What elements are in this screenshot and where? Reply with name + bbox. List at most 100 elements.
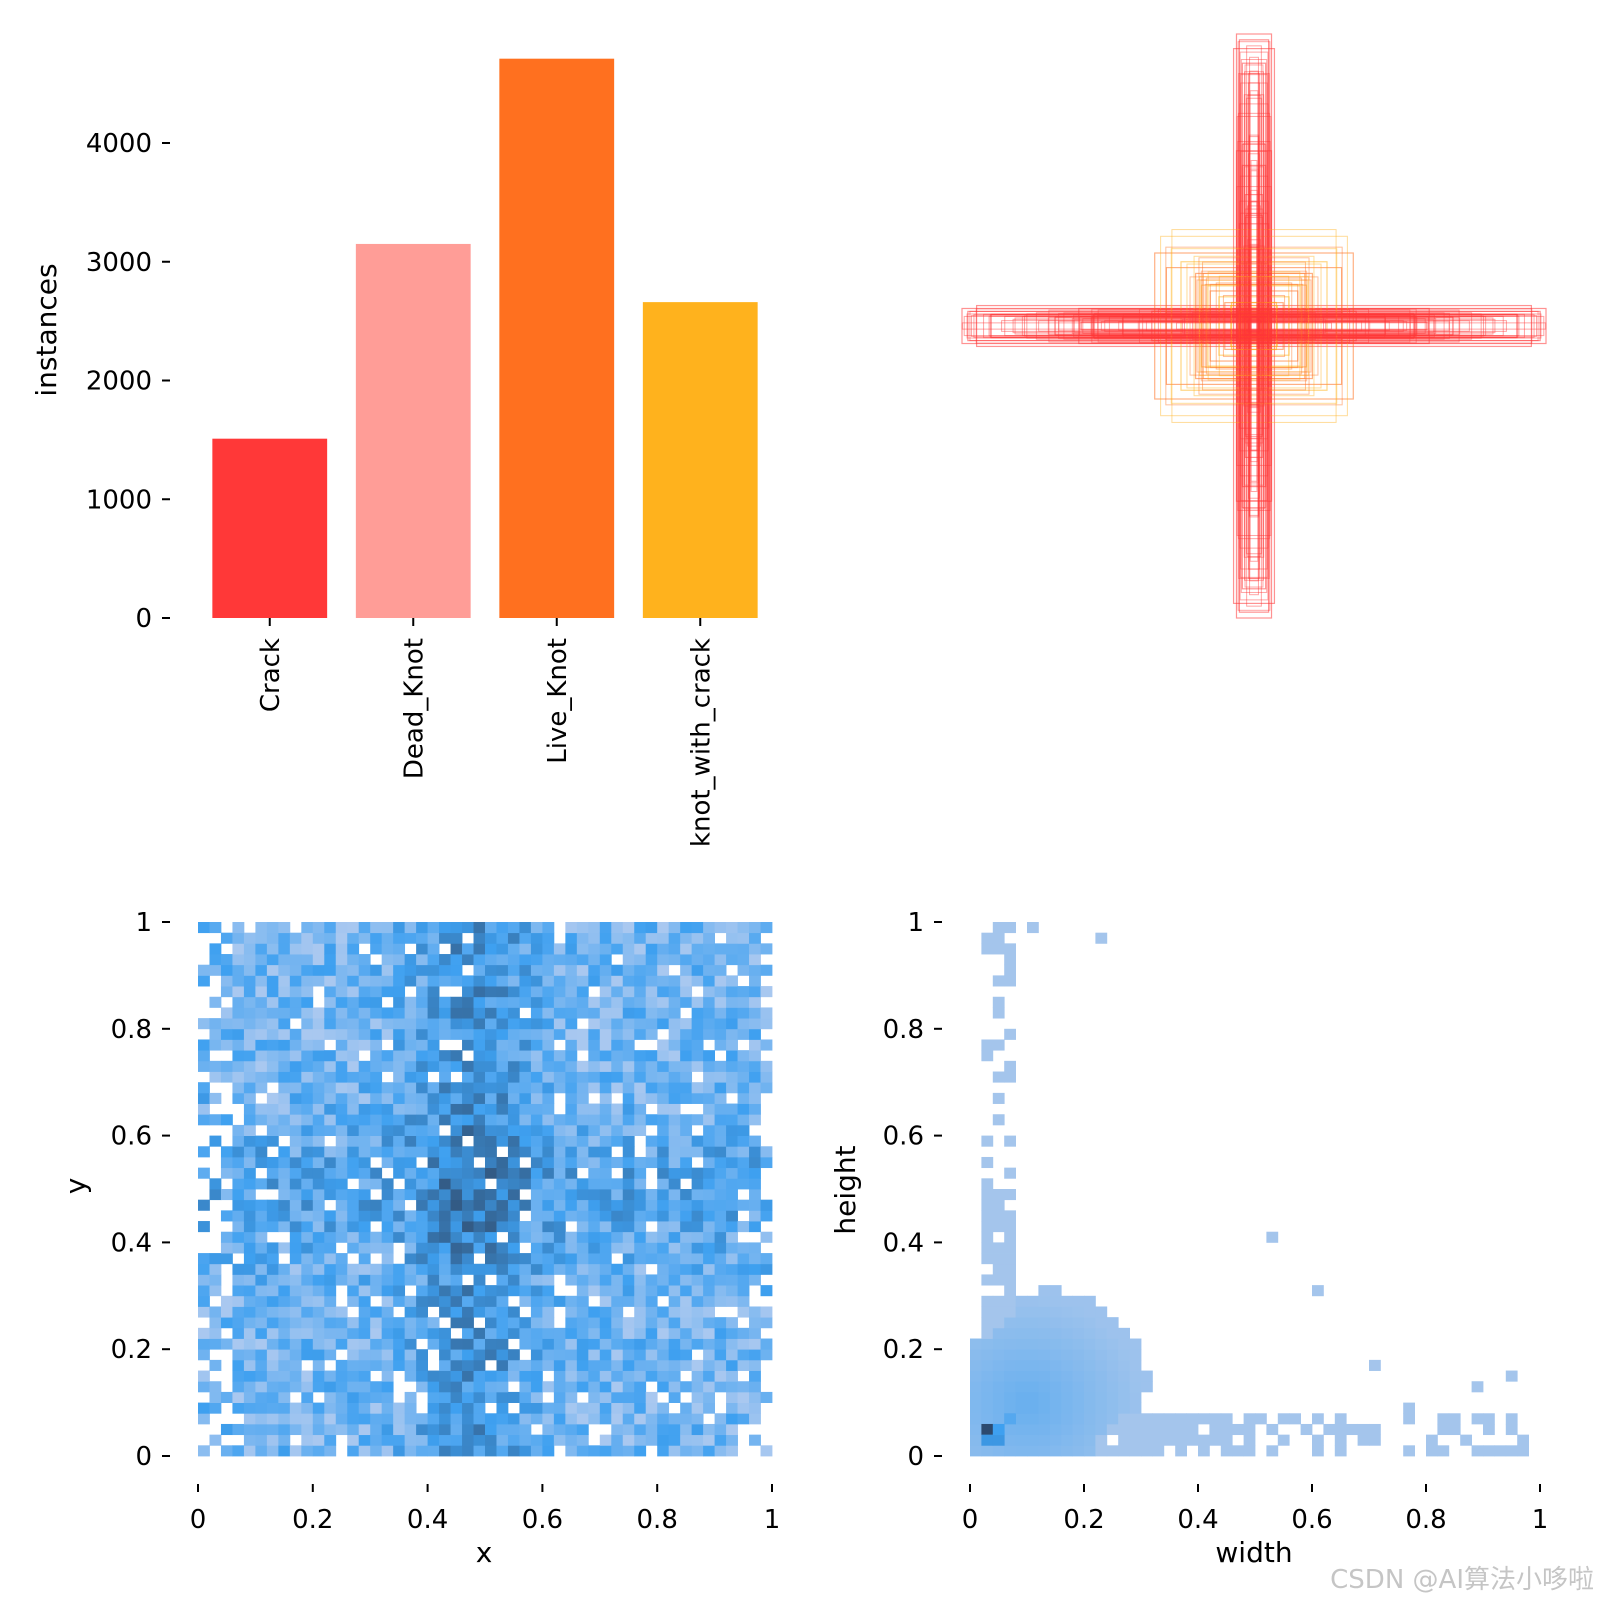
xy-cell — [312, 1327, 325, 1339]
xy-cell — [381, 964, 394, 976]
xy-cell — [611, 1124, 624, 1136]
xy-cell — [439, 1156, 451, 1169]
xy-cell — [749, 1434, 761, 1446]
xy-cell — [416, 1221, 428, 1233]
xy-cell — [576, 986, 589, 998]
overlay-box — [1091, 315, 1417, 337]
wh-cell — [1027, 1327, 1039, 1339]
xy-cell — [335, 1199, 348, 1211]
xy-cell — [312, 954, 325, 966]
xy-cell — [519, 1050, 532, 1062]
xy-cell — [703, 1263, 715, 1275]
xy-cell — [576, 1028, 589, 1040]
xy-xtick-label: 0.6 — [522, 1505, 563, 1535]
xy-cell — [680, 1402, 693, 1414]
wh-cell — [1015, 1338, 1028, 1350]
wh-cell — [1129, 1391, 1142, 1403]
xy-cell — [726, 1124, 738, 1136]
xy-cell — [737, 1349, 750, 1361]
xy-cell — [370, 996, 383, 1008]
xy-cell — [473, 1263, 486, 1275]
wh-cell — [992, 1039, 1005, 1051]
xy-cell — [622, 1071, 635, 1083]
xy-cell — [714, 1381, 727, 1393]
xy-cell — [680, 1060, 693, 1072]
wh-cell — [970, 1381, 982, 1393]
xy-cell — [507, 1210, 520, 1222]
xy-cell — [462, 1434, 474, 1446]
overlay-box — [1058, 312, 1450, 340]
xy-cell — [243, 1146, 256, 1158]
wh-cell — [1106, 1381, 1119, 1393]
xy-cell — [312, 1007, 325, 1019]
overlay-box — [1118, 320, 1390, 332]
xy-cell — [427, 1018, 440, 1030]
xy-xtick-label: 1 — [764, 1505, 781, 1535]
xy-cell — [462, 1199, 474, 1211]
xy-cell — [450, 996, 463, 1008]
xy-cell — [565, 1306, 578, 1318]
xy-cell — [519, 1135, 532, 1147]
xy-cell — [232, 1423, 245, 1436]
xy-cell — [507, 1327, 520, 1339]
xy-cell — [588, 1028, 601, 1040]
xy-cell — [576, 1146, 589, 1158]
xy-cell — [611, 932, 624, 944]
xy-cell — [404, 1178, 417, 1190]
xy-cell — [370, 1349, 383, 1361]
xy-cell — [243, 986, 256, 998]
xy-cell — [576, 1103, 589, 1115]
xy-cell — [565, 1146, 578, 1158]
xy-cell — [703, 1295, 715, 1307]
xy-cell — [473, 1050, 486, 1062]
xy-cell — [507, 1285, 520, 1297]
xy-cell — [462, 996, 474, 1008]
xy-cell — [519, 1274, 532, 1286]
xy-cell — [726, 1135, 738, 1147]
xy-cell — [553, 1178, 566, 1190]
xy-cell — [703, 1028, 715, 1040]
xy-cell — [703, 1018, 715, 1030]
xy-cell — [553, 943, 566, 955]
wh-cell — [1118, 1349, 1130, 1361]
xy-cell — [473, 986, 486, 998]
xy-cell — [542, 1306, 555, 1318]
xy-cell — [611, 1082, 624, 1094]
xy-cell — [255, 1103, 268, 1115]
xy-cell — [611, 943, 624, 955]
xy-cell — [553, 1423, 566, 1436]
xy-cell — [588, 996, 601, 1008]
wh-cell — [981, 1413, 994, 1425]
wh-cell — [981, 1327, 994, 1339]
xy-cell — [680, 1156, 693, 1169]
wh-cell — [981, 1317, 994, 1329]
xy-cell — [312, 1018, 325, 1030]
xy-cell — [393, 1060, 406, 1072]
xy-cell — [416, 1381, 428, 1393]
xy-cell — [439, 1231, 451, 1243]
xy-cell — [232, 922, 245, 934]
xy-cell — [381, 1434, 394, 1446]
xy-cell — [324, 1092, 337, 1104]
xy-cell — [726, 1060, 738, 1072]
xy-cell — [439, 1114, 451, 1126]
xy-cell — [749, 922, 761, 934]
xy-cell — [266, 1295, 279, 1307]
overlay-box — [1245, 261, 1263, 391]
xy-cell — [565, 1327, 578, 1339]
wh-cell — [992, 1349, 1005, 1361]
wh-cell — [1106, 1327, 1119, 1339]
xy-cell — [370, 1082, 383, 1094]
xy-cell — [588, 1071, 601, 1083]
xy-cell — [530, 1092, 543, 1104]
xy-cell — [714, 1028, 727, 1040]
xy-cell — [760, 943, 773, 955]
xy-cell — [335, 1381, 348, 1393]
xy-cell — [737, 1060, 750, 1072]
xy-cell — [737, 1146, 750, 1158]
overlay-box — [1241, 164, 1267, 488]
xy-cell — [749, 996, 761, 1008]
xy-cell — [370, 1317, 383, 1329]
xy-cell — [726, 1274, 738, 1286]
xy-cell — [749, 1370, 761, 1382]
